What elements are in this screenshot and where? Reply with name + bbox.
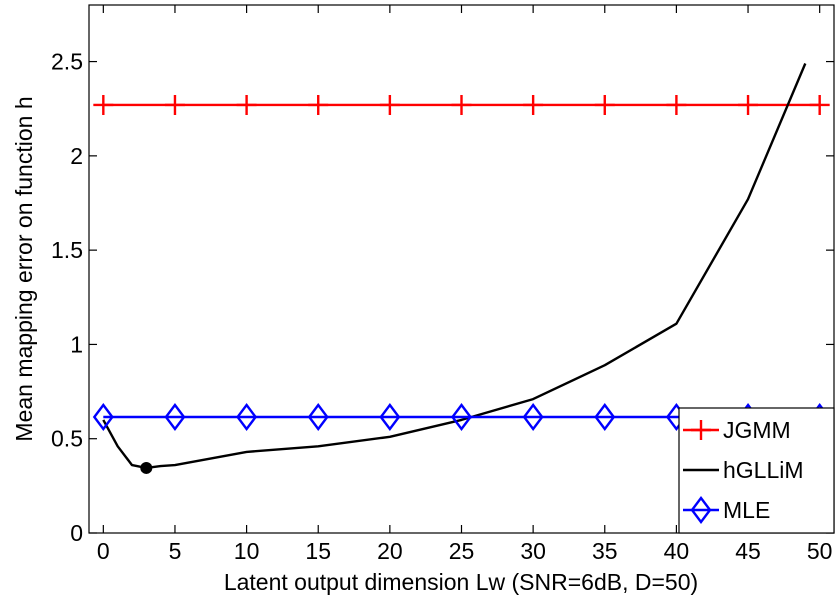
data-point-jgmm: [451, 94, 472, 115]
x-tick-label: 50: [807, 538, 833, 564]
data-point-mle: [92, 403, 114, 432]
legend-swatch-marker-mle: [690, 496, 712, 524]
data-point-mle: [164, 403, 186, 432]
data-point-mle: [522, 403, 544, 432]
minimum-point-marker: [140, 461, 153, 474]
series-jgmm: [93, 94, 830, 115]
x-tick-label: 15: [305, 538, 331, 564]
x-tick-label: 0: [97, 538, 110, 564]
data-point-jgmm: [379, 94, 400, 115]
data-point-mle: [307, 403, 329, 432]
x-tick-label: 35: [592, 538, 618, 564]
data-point-mle: [379, 403, 401, 432]
series-line-hgllim: [102, 63, 807, 470]
y-tick-label: 1: [70, 331, 83, 357]
y-axis-label: Mean mapping error on function h: [11, 96, 37, 441]
y-tick-label: 0.5: [51, 426, 83, 452]
data-point-jgmm: [594, 94, 615, 115]
legend-swatch-marker-jgmm: [691, 420, 711, 440]
data-point-jgmm: [308, 94, 329, 115]
x-tick-label: 40: [664, 538, 690, 564]
y-tick-label: 0: [70, 520, 83, 546]
legend-label-hgllim: hGLLiM: [723, 457, 804, 483]
x-axis-label: Latent output dimension Lw (SNR=6dB, D=5…: [224, 569, 698, 595]
series-layer: [92, 63, 831, 474]
axis-ticks: 0 5 10 15 20 25 30 35 40 45 50 0 0.5 1 1.5 2 2.5: [51, 5, 834, 564]
legend-label-jgmm: JGMM: [723, 417, 791, 443]
data-point-mle: [451, 403, 472, 432]
data-point-jgmm: [236, 94, 257, 115]
legend: JGMM hGLLiM MLE: [678, 407, 835, 534]
x-tick-label: 25: [449, 538, 475, 564]
data-point-jgmm: [164, 94, 185, 115]
data-point-mle: [594, 403, 616, 432]
x-tick-label: 30: [520, 538, 546, 564]
data-point-jgmm: [93, 94, 114, 115]
x-tick-label: 5: [169, 538, 182, 564]
y-tick-label: 1.5: [51, 237, 83, 263]
data-point-jgmm: [666, 94, 687, 115]
legend-label-mle: MLE: [723, 497, 770, 523]
x-tick-label: 45: [735, 538, 761, 564]
x-tick-label: 10: [234, 538, 260, 564]
y-tick-label: 2: [70, 143, 83, 169]
data-point-jgmm: [523, 94, 544, 115]
y-tick-label: 2.5: [51, 49, 83, 75]
data-point-mle: [236, 403, 258, 432]
series-hgllim: [102, 63, 807, 470]
x-tick-label: 20: [377, 538, 403, 564]
data-point-jgmm: [738, 94, 759, 115]
data-point-jgmm: [809, 94, 830, 115]
